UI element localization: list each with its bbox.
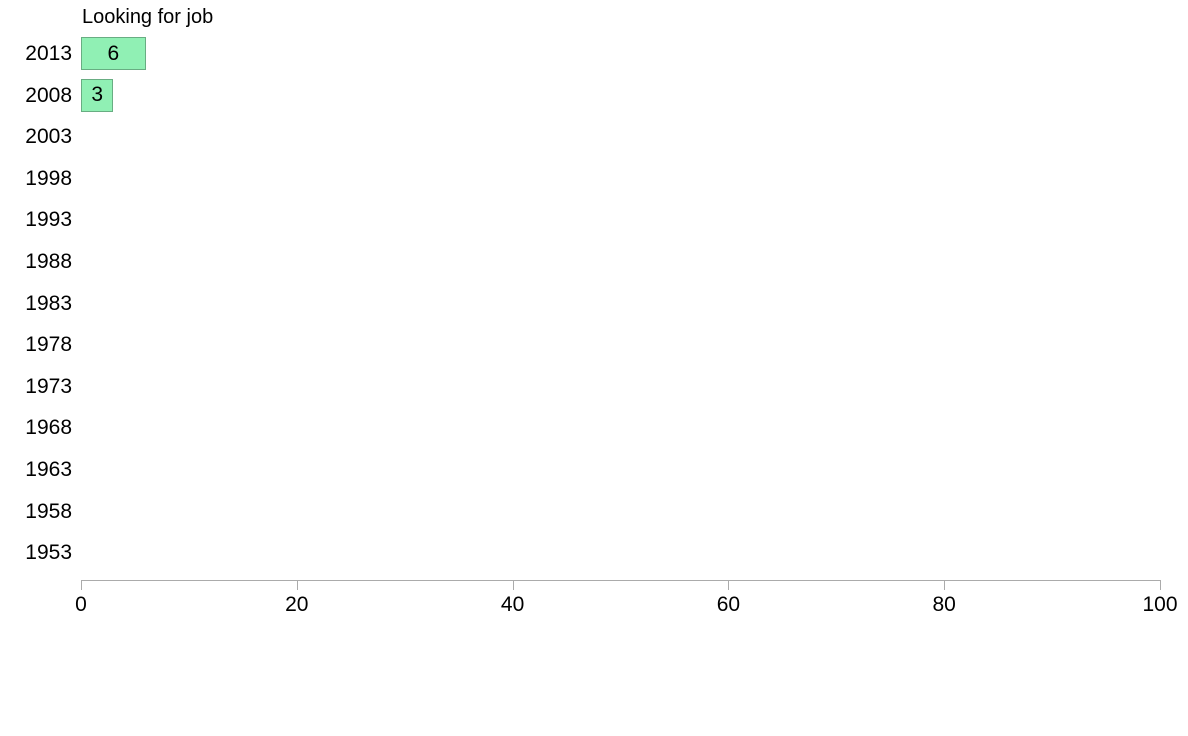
x-axis-tick-label: 40 [500, 593, 525, 616]
y-axis-label: 2013 [25, 42, 72, 65]
x-axis-tick-label: 60 [716, 593, 741, 616]
y-axis-label: 1988 [25, 250, 72, 273]
y-axis-label: 1998 [25, 166, 72, 190]
x-axis-tick [944, 580, 946, 590]
y-axis-label: 1973 [25, 374, 72, 398]
chart-title: Looking for job [82, 6, 214, 28]
x-axis-tick [81, 580, 82, 590]
x-axis-tick-label: 20 [285, 593, 309, 616]
y-axis-label: 2008 [25, 83, 72, 107]
bar-value-label: 6 [107, 41, 120, 65]
x-axis-tick [728, 580, 730, 590]
y-axis-label: 1983 [25, 291, 72, 315]
x-axis-tick-label: 0 [75, 593, 87, 616]
y-axis-label: 1968 [25, 416, 72, 440]
legend: Primarily workHouse- work and workStudy … [0, 630, 1188, 700]
bar[interactable]: 3 [81, 78, 114, 112]
y-axis-label: 1963 [25, 458, 72, 481]
x-axis-line [81, 580, 1160, 581]
x-axis-tick-label: 80 [932, 593, 956, 616]
y-axis-label: 1958 [25, 499, 72, 523]
y-axis-label: 2003 [25, 125, 72, 149]
y-axis-label: 1953 [25, 541, 72, 565]
bar[interactable]: 6 [81, 37, 146, 70]
bar-value-label: 3 [91, 83, 104, 107]
x-axis-tick [1160, 580, 1161, 590]
x-axis-tick-label: 100 [1142, 593, 1178, 616]
y-axis-label: 1993 [25, 208, 72, 232]
x-axis-tick [296, 580, 298, 590]
y-axis-label: 1978 [25, 333, 72, 357]
x-axis-tick [512, 580, 514, 590]
